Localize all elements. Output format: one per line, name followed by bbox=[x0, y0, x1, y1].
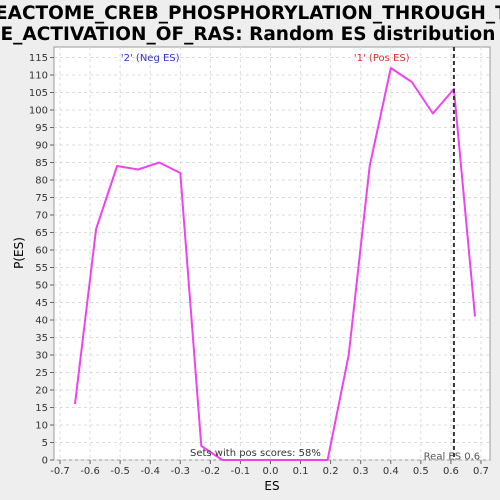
y-tick-label: 110 bbox=[29, 71, 48, 82]
es-distribution-line bbox=[74, 67, 476, 461]
neg-es-label: '2' (Neg ES) bbox=[121, 53, 180, 64]
y-tick-label: 45 bbox=[35, 298, 48, 309]
y-tick-label: 105 bbox=[29, 88, 48, 99]
real-es-label: Real ES 0.6 bbox=[424, 452, 480, 463]
y-tick-label: 115 bbox=[29, 53, 48, 64]
y-tick-label: 85 bbox=[35, 158, 48, 169]
y-tick-label: 90 bbox=[35, 141, 48, 152]
x-tick-label: 0.5 bbox=[413, 466, 429, 477]
x-tick-label: -0.5 bbox=[110, 466, 130, 477]
x-tick-label: 0.4 bbox=[383, 466, 399, 477]
y-tick-label: 25 bbox=[35, 368, 48, 379]
x-tick-label: -0.2 bbox=[201, 466, 221, 477]
x-tick-label: 0.0 bbox=[263, 466, 279, 477]
y-tick-label: 95 bbox=[35, 123, 48, 134]
y-tick-label: 80 bbox=[35, 176, 48, 187]
pos-es-label: '1' (Pos ES) bbox=[354, 53, 410, 64]
x-tick-label: 0.2 bbox=[323, 466, 339, 477]
x-tick-label: 0.3 bbox=[353, 466, 369, 477]
y-axis-label: P(ES) bbox=[12, 237, 26, 269]
x-tick-label: -0.1 bbox=[231, 466, 251, 477]
plot-area bbox=[53, 46, 491, 461]
x-tick-label: -0.4 bbox=[140, 466, 160, 477]
y-tick-label: 70 bbox=[35, 211, 48, 222]
x-axis-ticks: -0.7 -0.6 -0.5 -0.4 -0.3 -0.2 -0.1 0.0 0.1 0.2 0.3… bbox=[50, 460, 489, 477]
x-axis-label: ES bbox=[264, 479, 279, 493]
x-tick-label: 0.1 bbox=[293, 466, 309, 477]
chart-title-line-1: REACTOME_CREB_PHOSPHORYLATION_THROUGH_TH bbox=[0, 3, 500, 24]
y-tick-label: 50 bbox=[35, 281, 48, 292]
y-tick-label: 30 bbox=[35, 351, 48, 362]
y-tick-label: 35 bbox=[35, 333, 48, 344]
pos-scores-annotation: Sets with pos scores: 58% bbox=[190, 448, 321, 459]
y-tick-label: 100 bbox=[29, 106, 48, 117]
x-tick-label: -0.7 bbox=[50, 466, 70, 477]
chart-title-line-2: E_ACTIVATION_OF_RAS: Random ES distribut… bbox=[1, 24, 496, 45]
x-tick-label: 0.7 bbox=[473, 466, 489, 477]
y-axis-ticks: 0 5 10 15 20 25 30 35 40 45 50 55 60 65 70 75 80 85 90 95 10… bbox=[29, 53, 54, 467]
x-tick-label: 0.6 bbox=[443, 466, 459, 477]
y-tick-label: 5 bbox=[42, 438, 48, 449]
y-tick-label: 75 bbox=[35, 193, 48, 204]
y-tick-label: 60 bbox=[35, 246, 48, 257]
y-tick-label: 40 bbox=[35, 316, 48, 327]
y-tick-label: 20 bbox=[35, 386, 48, 397]
x-tick-label: -0.3 bbox=[171, 466, 191, 477]
y-tick-label: 55 bbox=[35, 263, 48, 274]
y-tick-label: 15 bbox=[35, 403, 48, 414]
x-tick-label: -0.6 bbox=[80, 466, 100, 477]
y-tick-label: 10 bbox=[35, 421, 48, 432]
y-tick-label: 0 bbox=[42, 456, 48, 467]
y-tick-label: 65 bbox=[35, 228, 48, 239]
series-layer bbox=[74, 67, 476, 461]
